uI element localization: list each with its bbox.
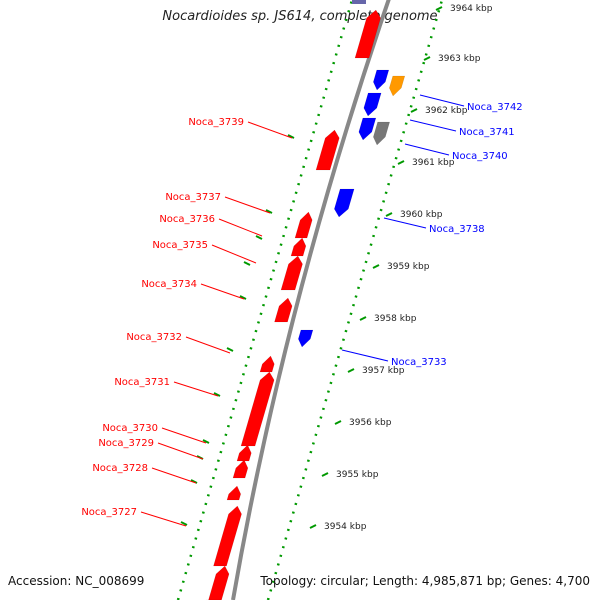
right-dotted-track [266,0,444,600]
feature-noca-3733[interactable] [298,329,314,348]
kbp-tick-mark [435,6,443,11]
leader-noca-3731 [173,381,219,397]
feature-noca-3739[interactable] [315,129,340,171]
ruler-tick-mark [226,347,234,352]
ruler-tick-mark [202,439,210,444]
gene-label-noca-3729[interactable]: Noca_3729 [98,438,154,449]
ruler-tick-mark [239,295,247,300]
gene-label-noca-3736[interactable]: Noca_3736 [159,214,215,225]
feature-orange[interactable] [389,75,406,97]
feature-noca-3729[interactable] [232,459,249,479]
kbp-tick-mark [372,264,380,269]
feature-noca-3727[interactable] [213,505,242,567]
kbp-tick-3955-kbp: 3955 kbp [336,470,379,480]
accession-text: Accession: NC_008699 [8,574,145,588]
leader-noca-3742 [419,94,465,107]
gene-label-group: Noca_3739 Noca_3737 Noca_3736 Noca_3735 Noca… [81,102,522,518]
gene-label-noca-3735[interactable]: Noca_3735 [152,240,208,251]
kbp-tick-3962-kbp: 3962 kbp [425,106,468,116]
kbp-tick-mark [423,56,431,61]
gene-label-noca-3734[interactable]: Noca_3734 [141,279,197,290]
gene-label-noca-3741[interactable]: Noca_3741 [459,127,515,138]
gene-label-noca-3742[interactable]: Noca_3742 [467,102,523,113]
kbp-tick-mark [321,472,329,477]
kbp-tick-3954-kbp: 3954 kbp [324,522,367,532]
genome-summary-text: Topology: circular; Length: 4,985,871 bp… [260,574,590,588]
leader-noca-3740 [404,143,450,156]
feature-noca-3734[interactable] [274,297,293,323]
feature-noca-3740[interactable] [358,117,377,141]
leader-noca-3738 [383,217,427,229]
kbp-tick-group: 3964 kbp 3963 kbp 3962 kbp 3961 kbp 3960 kbp… [180,4,493,532]
gene-label-noca-3730[interactable]: Noca_3730 [102,423,158,434]
gene-label-noca-3731[interactable]: Noca_3731 [114,377,170,388]
ruler-tick-mark [255,235,263,240]
leader-noca-3736 [218,218,263,237]
leader-noca-3734 [200,283,245,300]
kbp-tick-3964-kbp: 3964 kbp [450,4,493,14]
leader-noca-3732 [185,336,231,354]
kbp-tick-mark [410,108,418,113]
kbp-tick-mark [334,420,342,425]
ruler-tick-mark [265,209,273,214]
leader-noca-3739 [247,121,293,139]
feature-top-partial[interactable] [352,0,366,4]
kbp-tick-3961-kbp: 3961 kbp [412,158,455,168]
ruler-tick-mark [213,392,221,397]
leader-noca-3735 [211,244,257,264]
gene-feature-group [205,0,406,600]
gene-label-noca-3739[interactable]: Noca_3739 [188,117,244,128]
feature-top-red[interactable] [354,9,381,59]
kbp-tick-3959-kbp: 3959 kbp [387,262,430,272]
kbp-tick-3957-kbp: 3957 kbp [362,366,405,376]
kbp-tick-3958-kbp: 3958 kbp [374,314,417,324]
left-dotted-track [176,0,354,600]
kbp-tick-3963-kbp: 3963 kbp [438,54,481,64]
gene-label-noca-3738[interactable]: Noca_3738 [429,224,485,235]
gene-label-noca-3737[interactable]: Noca_3737 [165,192,221,203]
ruler-tick-mark [287,134,295,139]
gene-label-noca-3727[interactable]: Noca_3727 [81,507,137,518]
feature-gray[interactable] [373,121,391,146]
feature-noca-3736[interactable] [290,237,307,257]
leader-noca-3728 [151,467,197,484]
feature-noca-3732[interactable] [259,355,275,373]
feature-noca-3738[interactable] [334,188,355,218]
feature-noca-3737[interactable] [294,211,313,239]
feature-noca-3742[interactable] [373,69,390,91]
feature-noca-3731[interactable] [240,371,275,447]
feature-noca-3735[interactable] [280,255,303,291]
ruler-tick-mark [243,261,251,266]
leader-noca-3741 [409,119,457,132]
kbp-tick-mark [347,368,355,373]
leader-noca-3729 [157,442,204,460]
kbp-tick-mark [309,524,317,529]
kbp-tick-mark [385,212,393,217]
genome-backbone [231,0,391,600]
ruler-tick-mark [180,521,188,526]
feature-noca-3728[interactable] [226,485,242,501]
gene-label-noca-3732[interactable]: Noca_3732 [126,332,182,343]
feature-noca-3741[interactable] [363,92,382,117]
leader-noca-3727 [140,511,187,527]
gene-label-noca-3740[interactable]: Noca_3740 [452,151,508,162]
feature-noca-3730[interactable] [236,444,252,462]
leader-noca-3737 [224,196,271,214]
gene-label-noca-3733[interactable]: Noca_3733 [391,357,447,368]
kbp-tick-3960-kbp: 3960 kbp [400,210,443,220]
leader-noca-3733 [341,349,389,362]
label-leader-group [140,94,465,527]
kbp-tick-mark [397,160,405,165]
feature-noca-3727-cont[interactable] [208,565,230,600]
leader-noca-3730 [161,427,207,444]
kbp-tick-3956-kbp: 3956 kbp [349,418,392,428]
gene-label-noca-3728[interactable]: Noca_3728 [92,463,148,474]
kbp-tick-mark [359,316,367,321]
